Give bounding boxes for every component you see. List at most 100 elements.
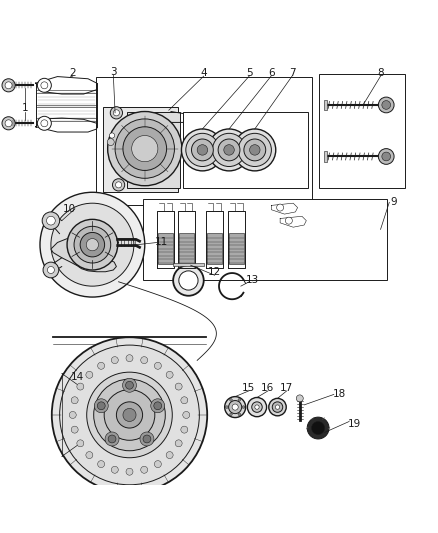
Circle shape	[208, 129, 250, 171]
Circle shape	[224, 144, 234, 155]
Circle shape	[40, 192, 145, 297]
Circle shape	[116, 182, 122, 188]
Text: 11: 11	[155, 238, 168, 247]
Circle shape	[110, 133, 115, 138]
Circle shape	[269, 398, 286, 416]
Circle shape	[238, 399, 240, 401]
Circle shape	[175, 440, 182, 447]
Circle shape	[276, 405, 280, 409]
Circle shape	[250, 144, 260, 155]
Circle shape	[197, 144, 208, 155]
Circle shape	[154, 362, 161, 369]
Circle shape	[94, 399, 108, 413]
Bar	[96, 77, 312, 205]
Circle shape	[71, 397, 78, 404]
Circle shape	[2, 79, 15, 92]
Circle shape	[111, 466, 118, 473]
Circle shape	[98, 461, 105, 467]
Circle shape	[110, 107, 123, 119]
Circle shape	[46, 216, 55, 225]
Circle shape	[141, 357, 148, 364]
Circle shape	[242, 406, 245, 408]
Circle shape	[311, 422, 325, 434]
Circle shape	[230, 399, 232, 401]
Circle shape	[42, 212, 60, 229]
Circle shape	[77, 383, 84, 390]
Circle shape	[47, 266, 54, 273]
Circle shape	[98, 362, 105, 369]
Circle shape	[123, 127, 166, 171]
Circle shape	[181, 129, 223, 171]
Bar	[183, 111, 307, 188]
Text: 4: 4	[201, 68, 207, 78]
Circle shape	[382, 101, 391, 109]
Circle shape	[154, 402, 162, 410]
Circle shape	[151, 399, 165, 413]
Circle shape	[191, 139, 213, 161]
Circle shape	[141, 466, 148, 473]
Text: 9: 9	[390, 197, 397, 207]
Circle shape	[43, 262, 59, 278]
Circle shape	[272, 402, 283, 413]
Circle shape	[51, 203, 134, 286]
Circle shape	[123, 408, 136, 422]
Circle shape	[126, 354, 133, 362]
Text: 8: 8	[377, 68, 384, 78]
Circle shape	[71, 426, 78, 433]
Circle shape	[307, 417, 329, 439]
Polygon shape	[158, 233, 173, 264]
Text: 2: 2	[69, 68, 76, 78]
Circle shape	[37, 78, 51, 92]
Circle shape	[154, 461, 161, 467]
Circle shape	[74, 227, 111, 263]
Circle shape	[2, 117, 15, 130]
Circle shape	[117, 402, 143, 428]
Circle shape	[212, 133, 246, 166]
Circle shape	[244, 139, 266, 161]
Circle shape	[238, 413, 240, 416]
Circle shape	[225, 397, 246, 417]
Text: 17: 17	[280, 383, 293, 393]
Text: 12: 12	[208, 266, 221, 277]
Text: 5: 5	[246, 68, 253, 78]
Circle shape	[86, 239, 99, 251]
Circle shape	[230, 413, 232, 416]
Bar	[103, 107, 177, 192]
Text: 10: 10	[63, 204, 76, 214]
Bar	[143, 199, 387, 280]
Circle shape	[111, 357, 118, 364]
Circle shape	[69, 411, 76, 418]
Circle shape	[108, 111, 182, 185]
Circle shape	[113, 179, 125, 191]
Text: 18: 18	[332, 390, 346, 399]
Circle shape	[238, 133, 272, 166]
Circle shape	[226, 406, 228, 408]
Circle shape	[181, 426, 188, 433]
Circle shape	[378, 149, 394, 164]
Circle shape	[186, 133, 219, 166]
Circle shape	[232, 404, 238, 410]
Bar	[319, 75, 405, 188]
Text: 6: 6	[268, 68, 275, 78]
Circle shape	[123, 378, 137, 392]
Circle shape	[97, 402, 105, 410]
Text: 3: 3	[110, 67, 117, 77]
Text: 13: 13	[246, 274, 259, 285]
Circle shape	[286, 217, 292, 224]
Circle shape	[108, 435, 116, 443]
Circle shape	[113, 110, 120, 116]
Circle shape	[181, 397, 188, 404]
Circle shape	[86, 451, 93, 458]
Text: 14: 14	[71, 372, 84, 382]
Circle shape	[143, 435, 151, 443]
Polygon shape	[51, 229, 119, 272]
Circle shape	[179, 271, 198, 290]
Polygon shape	[179, 233, 194, 264]
Circle shape	[166, 372, 173, 378]
Circle shape	[52, 337, 207, 492]
Circle shape	[105, 432, 119, 446]
Circle shape	[296, 395, 303, 402]
Circle shape	[255, 405, 259, 409]
Circle shape	[132, 135, 158, 161]
Circle shape	[41, 82, 48, 89]
